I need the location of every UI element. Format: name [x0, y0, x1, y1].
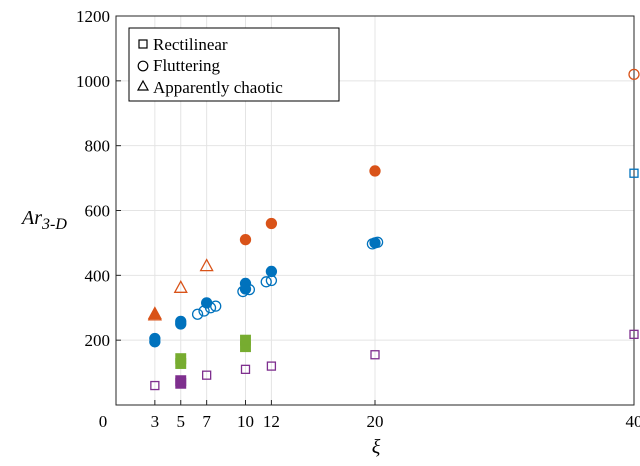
legend-box: [128, 27, 340, 102]
x-tick-label: 40: [626, 412, 640, 431]
circle-marker: [371, 236, 384, 248]
legend-triangle-marker: [136, 79, 150, 91]
circle-marker: [265, 265, 278, 278]
circle-marker: [191, 308, 204, 320]
y-axis-label: Ar3-D: [20, 207, 67, 233]
square-marker: [370, 350, 380, 360]
circle-marker: [204, 302, 217, 314]
square-marker: [175, 375, 187, 387]
square-marker: [240, 364, 251, 374]
circle-marker: [628, 68, 640, 80]
x-tick-label: 12: [263, 412, 280, 431]
y-tick-label: 1000: [76, 72, 110, 91]
legend-item-apparently-chaotic: Apparently chaotic: [136, 78, 283, 97]
legend-label: Fluttering: [153, 56, 221, 75]
triangle-marker: [199, 258, 214, 272]
square-marker: [240, 334, 251, 346]
legend-item-fluttering: Fluttering: [137, 56, 221, 75]
x-tick-label: 3: [151, 412, 160, 431]
circle-marker: [243, 283, 256, 296]
circle-marker: [239, 234, 252, 246]
circle-marker: [265, 217, 278, 230]
y-tick-label: 800: [85, 137, 111, 156]
circle-marker: [149, 332, 161, 345]
x-tick-label: 0: [99, 412, 108, 431]
y-ticks: 200 400 600 800 1000 1200: [76, 7, 121, 350]
square-marker: [150, 380, 160, 391]
triangle-marker: [147, 307, 162, 321]
circle-marker: [237, 285, 249, 298]
legend-label: Apparently chaotic: [153, 78, 283, 97]
y-tick-label: 1200: [76, 7, 110, 26]
square-marker: [175, 353, 187, 365]
x-ticks: 0 3 5 7 10 12 20 40: [99, 400, 640, 431]
legend-square-marker: [138, 39, 148, 49]
legend-item-rectilinear: Rectilinear: [138, 35, 228, 54]
square-marker: [266, 361, 277, 371]
x-tick-label: 5: [177, 412, 186, 431]
legend: Rectilinear Fluttering Apparently chaoti…: [128, 27, 340, 102]
y-tick-label: 200: [85, 331, 111, 350]
x-tick-label: 10: [237, 412, 254, 431]
legend-circle-marker: [137, 60, 149, 72]
y-axis-label-subscript: 3-D: [41, 216, 67, 233]
circle-marker: [198, 305, 210, 317]
circle-marker: [175, 315, 187, 328]
circle-marker: [210, 300, 222, 312]
circle-marker: [366, 238, 379, 250]
square-marker: [629, 329, 639, 339]
square-marker: [629, 168, 639, 178]
x-tick-label: 20: [367, 412, 384, 431]
data-markers: [147, 68, 640, 391]
circle-marker: [265, 274, 278, 287]
circle-marker: [260, 276, 272, 288]
y-tick-label: 400: [85, 266, 111, 285]
triangle-marker: [173, 279, 188, 293]
x-axis-label: ξ: [372, 436, 381, 458]
y-tick-label: 600: [85, 202, 111, 221]
square-marker: [201, 370, 212, 380]
legend-label: Rectilinear: [153, 35, 228, 54]
x-tick-label: 7: [202, 412, 211, 431]
circle-marker: [369, 165, 381, 177]
y-axis-label-main: Ar: [20, 207, 42, 229]
